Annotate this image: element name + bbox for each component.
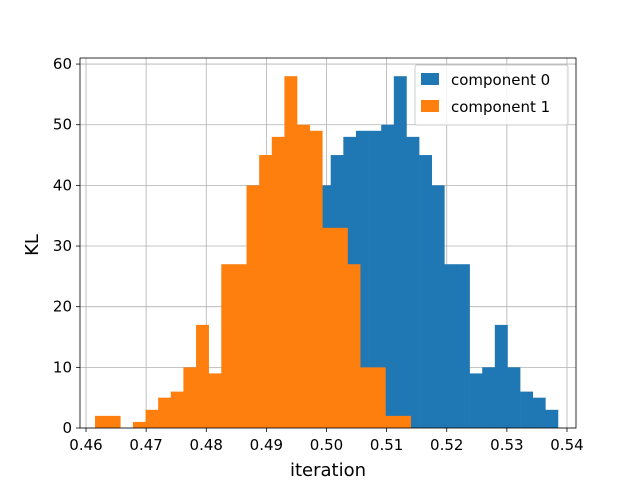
histogram-bar-series-0-bin-25 bbox=[494, 324, 508, 428]
axes-frame bbox=[79, 57, 577, 429]
legend-swatch-component-0 bbox=[421, 73, 439, 85]
tick-labels: 0.46 0.47 0.48 0.49 0.50 0.51 0.52 0.53 0.54 0 10 2… bbox=[53, 55, 584, 454]
histogram-bar-series-0-bin-16 bbox=[381, 124, 395, 428]
histogram-bar-series-0-bin-19 bbox=[419, 155, 433, 428]
histogram-bar-series-1-bin-5 bbox=[158, 397, 172, 428]
histogram-bar-series-1-bin-16 bbox=[297, 124, 310, 428]
histogram-bar-series-0-bin-21 bbox=[444, 264, 458, 428]
histogram-bar-series-0-bin-22 bbox=[456, 264, 470, 428]
histogram-bar-series-1-bin-20 bbox=[347, 264, 361, 428]
x-tick-label: 0.50 bbox=[310, 436, 343, 454]
histogram-bar-series-1-bin-14 bbox=[271, 136, 285, 428]
legend-box bbox=[414, 64, 569, 126]
histogram-bar-series-1-bin-1 bbox=[107, 415, 121, 428]
histogram-bar-series-1-bin-24 bbox=[398, 415, 411, 428]
axes bbox=[79, 57, 577, 429]
histogram-bar-series-1-bin-3 bbox=[132, 421, 146, 428]
histogram-bar-series-1-bin-15 bbox=[284, 76, 298, 429]
histogram-bar-series-1-bin-9 bbox=[208, 373, 222, 428]
y-tick-label: 50 bbox=[53, 116, 72, 134]
histogram-bar-series-0-bin-15 bbox=[368, 130, 382, 429]
histogram-bar-series-1-bin-7 bbox=[183, 367, 197, 428]
histogram-bar-series-1-bin-13 bbox=[259, 155, 273, 428]
x-axis-label: iteration bbox=[290, 460, 366, 480]
histogram-bar-series-1-bin-23 bbox=[385, 415, 399, 428]
histogram-bar-series-0-bin-28 bbox=[532, 397, 546, 428]
legend-label-component-1: component 1 bbox=[451, 98, 550, 116]
histogram-bar-series-0-bin-26 bbox=[507, 367, 521, 428]
histogram-bar-series-0-bin-29 bbox=[545, 409, 559, 428]
x-tick-label: 0.46 bbox=[69, 436, 102, 454]
histogram-bars bbox=[95, 76, 559, 429]
histogram-bar-series-1-bin-6 bbox=[170, 391, 184, 428]
x-tick-label: 0.52 bbox=[430, 436, 463, 454]
x-tick-label: 0.48 bbox=[190, 436, 223, 454]
histogram-bar-series-1-bin-0 bbox=[95, 415, 108, 428]
legend-swatch-component-1 bbox=[421, 100, 439, 112]
y-tick-label: 20 bbox=[53, 298, 72, 316]
y-tick-label: 60 bbox=[53, 55, 72, 73]
histogram-bar-series-0-bin-18 bbox=[406, 136, 420, 428]
histogram-bar-series-1-bin-22 bbox=[372, 367, 386, 428]
y-tick-label: 40 bbox=[53, 176, 72, 194]
legend: component 0 component 1 bbox=[414, 64, 569, 126]
histogram-bar-series-1-bin-11 bbox=[233, 264, 247, 428]
histogram-bar-series-1-bin-12 bbox=[246, 185, 260, 428]
histogram-bar-series-0-bin-17 bbox=[393, 76, 407, 429]
y-axis-label: KL bbox=[22, 234, 43, 256]
histogram-bar-series-1-bin-8 bbox=[196, 324, 209, 428]
x-tick-label: 0.49 bbox=[250, 436, 283, 454]
histogram-bar-series-1-bin-10 bbox=[221, 264, 235, 428]
x-tick-label: 0.54 bbox=[550, 436, 583, 454]
y-tick-label: 30 bbox=[53, 237, 72, 255]
x-tick-label: 0.47 bbox=[129, 436, 162, 454]
histogram-bar-series-0-bin-24 bbox=[482, 367, 496, 428]
x-tick-label: 0.51 bbox=[370, 436, 403, 454]
histogram-bar-series-0-bin-23 bbox=[469, 373, 483, 428]
histogram-bar-series-1-bin-18 bbox=[322, 227, 336, 428]
histogram-bar-series-0-bin-27 bbox=[520, 391, 534, 428]
histogram-bar-series-0-bin-20 bbox=[431, 185, 445, 428]
legend-label-component-0: component 0 bbox=[451, 71, 550, 89]
histogram-bar-series-1-bin-4 bbox=[145, 409, 159, 428]
histogram-bar-series-1-bin-17 bbox=[309, 130, 323, 429]
y-tick-label: 10 bbox=[53, 358, 72, 376]
x-tick-label: 0.53 bbox=[490, 436, 523, 454]
histogram-bar-series-1-bin-21 bbox=[360, 367, 374, 428]
histogram-bar-series-1-bin-19 bbox=[334, 227, 348, 428]
y-tick-label: 0 bbox=[62, 419, 72, 437]
